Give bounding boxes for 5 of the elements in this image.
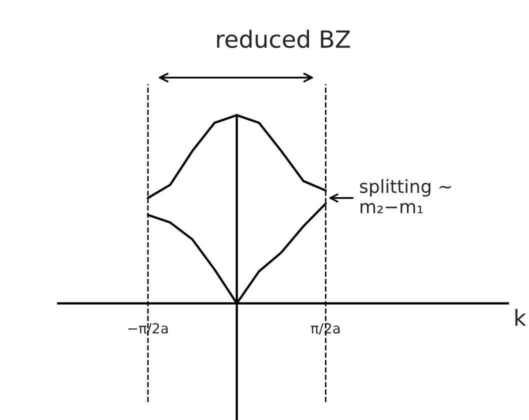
chart-title: reduced BZ <box>217 30 350 48</box>
annotation: splitting ~ m₂−m₁ <box>360 179 451 214</box>
x-tick-label: −π/2a <box>128 323 168 335</box>
text: k <box>515 308 526 326</box>
x-tick-label: π/2a <box>310 323 340 335</box>
